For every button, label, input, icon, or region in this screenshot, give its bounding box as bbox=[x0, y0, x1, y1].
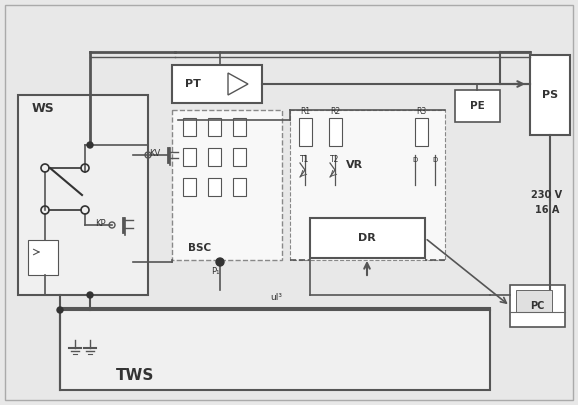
Bar bbox=[233, 148, 246, 166]
Text: PT: PT bbox=[185, 79, 201, 89]
Text: T1: T1 bbox=[301, 156, 310, 164]
Text: VR: VR bbox=[346, 160, 364, 170]
Circle shape bbox=[57, 307, 63, 313]
Text: R1: R1 bbox=[300, 107, 310, 117]
Circle shape bbox=[87, 142, 93, 148]
Bar bbox=[208, 118, 221, 136]
Text: P₁: P₁ bbox=[211, 267, 219, 277]
Bar bbox=[510, 285, 565, 327]
Text: TWS: TWS bbox=[116, 367, 154, 382]
Bar bbox=[60, 308, 490, 390]
Text: BSC: BSC bbox=[188, 243, 212, 253]
Bar bbox=[208, 178, 221, 196]
Bar bbox=[183, 148, 196, 166]
Text: 16 A: 16 A bbox=[535, 205, 559, 215]
Text: R3: R3 bbox=[416, 107, 426, 117]
Bar bbox=[329, 118, 342, 146]
Bar bbox=[28, 240, 58, 275]
Text: KP: KP bbox=[95, 219, 105, 228]
Circle shape bbox=[87, 292, 93, 298]
Bar bbox=[290, 110, 445, 260]
Text: PE: PE bbox=[469, 101, 484, 111]
Bar bbox=[530, 55, 570, 135]
Bar bbox=[455, 90, 500, 122]
Bar bbox=[415, 118, 428, 146]
Bar bbox=[310, 218, 425, 258]
Text: ul³: ul³ bbox=[270, 294, 282, 303]
Bar bbox=[233, 118, 246, 136]
Text: 230 V: 230 V bbox=[531, 190, 562, 200]
Text: R2: R2 bbox=[330, 107, 340, 117]
Bar bbox=[299, 118, 312, 146]
Bar bbox=[208, 148, 221, 166]
Bar bbox=[18, 95, 148, 295]
Text: D: D bbox=[412, 157, 418, 163]
Text: PS: PS bbox=[542, 90, 558, 100]
Bar bbox=[172, 65, 262, 103]
Text: D: D bbox=[432, 157, 438, 163]
Text: KV: KV bbox=[149, 149, 161, 158]
Bar bbox=[233, 178, 246, 196]
Bar bbox=[172, 110, 282, 260]
Text: T2: T2 bbox=[330, 156, 340, 164]
Circle shape bbox=[216, 258, 224, 266]
Bar bbox=[516, 290, 552, 312]
Text: WS: WS bbox=[32, 102, 55, 115]
Bar bbox=[183, 118, 196, 136]
Text: PC: PC bbox=[530, 301, 544, 311]
Text: DR: DR bbox=[358, 233, 376, 243]
Bar bbox=[183, 178, 196, 196]
